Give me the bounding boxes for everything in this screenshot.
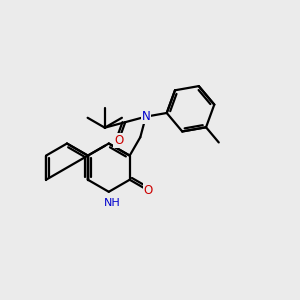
Text: O: O xyxy=(143,184,153,197)
Text: O: O xyxy=(114,134,123,147)
Text: NH: NH xyxy=(104,198,121,208)
Text: N: N xyxy=(141,110,150,123)
